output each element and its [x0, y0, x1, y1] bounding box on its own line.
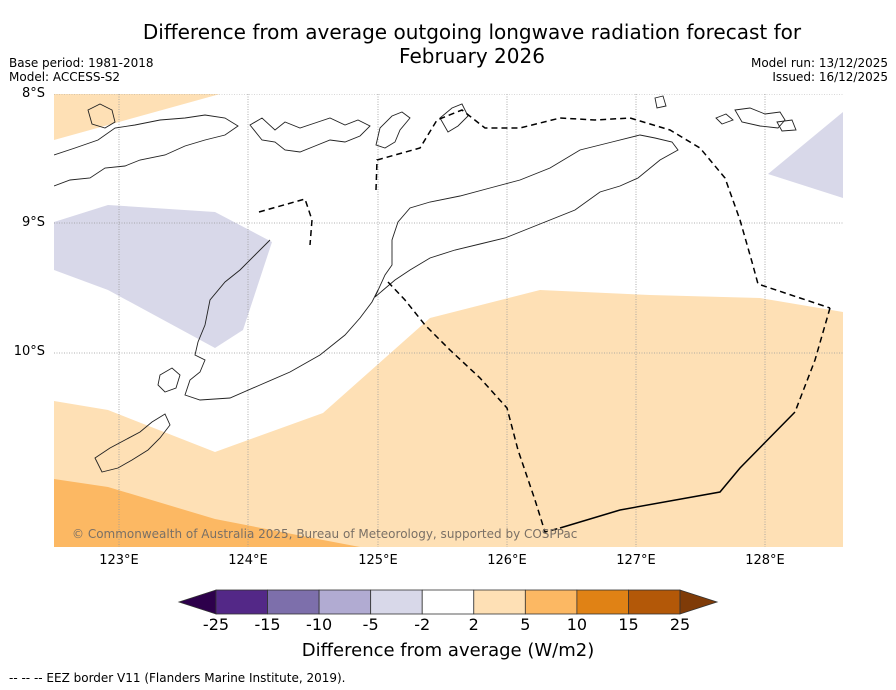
meta-left: Base period: 1981-2018 Model: ACCESS-S2 [9, 56, 154, 84]
coastline-island-a [87, 103, 116, 129]
coastline-island-savu [157, 367, 181, 393]
colorbar-under-arrow [177, 589, 217, 615]
colorbar-swatch-7 [576, 589, 629, 615]
lon-label-125e: 125°E [358, 553, 398, 568]
coastline-sumba [184, 239, 379, 401]
coastline-timor [374, 134, 679, 298]
base-period: Base period: 1981-2018 [9, 56, 154, 70]
coastline-island-rote [94, 413, 171, 473]
eez-border-box [258, 198, 313, 246]
title-line-2: February 2026 [399, 44, 545, 68]
colorbar-swatch-8 [628, 589, 681, 615]
light-purple-west [54, 205, 272, 348]
eez-border-north [375, 109, 831, 309]
lon-label-123e: 123°E [99, 553, 139, 568]
colorbar-tick-label: -5 [362, 615, 379, 634]
eez-border-south-west [387, 281, 561, 533]
colorbar-tick-label: 10 [566, 615, 588, 634]
colorbar-tick-label: 2 [468, 615, 479, 634]
colorbar-tick-label: -15 [254, 615, 281, 634]
colorbar-tick-label: -25 [202, 615, 230, 634]
colorbar-swatch-1 [267, 589, 320, 615]
coastline-flores [54, 114, 239, 187]
colorbar-tick-label: -10 [306, 615, 333, 634]
coastline-island-b [249, 117, 371, 153]
colorbar-swatch-4 [421, 589, 475, 615]
model-run-date: Model run: 13/12/2025 [750, 56, 888, 70]
eez-legend-note: -- -- -- EEZ border V11 (Flanders Marine… [9, 671, 346, 685]
gridlines [54, 94, 843, 547]
meta-right: Model run: 13/12/2025 Issued: 16/12/2025 [751, 56, 888, 84]
colorbar-over-arrow [679, 589, 719, 615]
colorbar-tick-label: 5 [520, 615, 531, 634]
chart-title: Difference from average outgoing longwav… [0, 20, 896, 68]
lat-label-9s: 9°S [21, 215, 45, 230]
coastline-island-f [715, 113, 734, 125]
lon-label-124e: 124°E [228, 553, 268, 568]
eez-border-east [794, 307, 831, 413]
lon-label-126e: 126°E [487, 553, 527, 568]
model-name: Model: ACCESS-S2 [9, 70, 121, 84]
eez-border-south-solid [559, 411, 796, 529]
lon-label-128e: 128°E [745, 553, 785, 568]
coastline-island-g [734, 107, 786, 129]
colorbar-tick-label: -2 [414, 615, 431, 634]
colorbar-tick-label: 25 [669, 615, 691, 634]
colorbar-swatch-0 [215, 589, 268, 615]
lat-label-10s: 10°S [13, 344, 45, 359]
title-line-1: Difference from average outgoing longwav… [142, 20, 802, 44]
colorbar-label: Difference from average (W/m2) [301, 640, 595, 661]
colorbar-swatch-5 [473, 589, 526, 615]
coastline-island-c [375, 111, 411, 149]
light-purple-east [768, 112, 843, 198]
lon-label-127e: 127°E [616, 553, 656, 568]
orange-south-west [54, 479, 360, 547]
coastline-island-d [439, 103, 469, 133]
coastline-island-h [776, 119, 797, 132]
light-orange-band-north-west [54, 94, 220, 140]
colorbar-swatch-6 [524, 589, 578, 615]
coastline-island-e [654, 95, 667, 109]
lat-label-8s: 8°S [21, 86, 45, 101]
eez-border [258, 109, 831, 533]
colorbar-swatch-2 [318, 589, 372, 615]
issued-date: Issued: 16/12/2025 [772, 70, 888, 84]
colorbar-tick-label: 15 [618, 615, 639, 634]
light-orange-south [54, 290, 843, 547]
copyright-notice: © Commonwealth of Australia 2025, Bureau… [72, 527, 577, 541]
coastlines [54, 95, 797, 473]
colorbar-swatch-3 [370, 589, 423, 615]
